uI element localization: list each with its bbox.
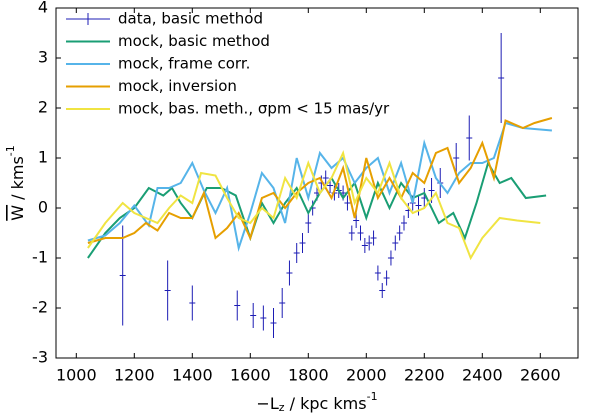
legend-label: mock, bas. meth., σpm < 15 mas/yr (118, 100, 390, 118)
legend-label: mock, inversion (118, 77, 237, 95)
series-line (87, 160, 547, 259)
x-tick-label: 1000 (56, 366, 97, 385)
x-tick-label: 2200 (404, 366, 445, 385)
legend-label: mock, frame corr. (118, 55, 250, 73)
series-line (87, 117, 553, 244)
y-label-part: W (8, 205, 27, 221)
y-tick-label: -3 (32, 348, 48, 367)
legend-label: mock, basic method (118, 32, 270, 50)
y-tick-label: -2 (32, 298, 48, 317)
x-tick-label: 1800 (288, 366, 329, 385)
legend: data, basic method mock, basic method mock… (66, 10, 390, 118)
x-axis-label: −Lz / kpc kms-1 (256, 390, 377, 414)
legend-label: data, basic method (118, 10, 263, 28)
y-axis-label: W / kms-1 (4, 145, 27, 221)
x-tick-label: 2600 (520, 366, 561, 385)
x-label-part: −L (256, 394, 278, 413)
y-label-part: / kms (8, 156, 27, 205)
x-label-sup: -1 (367, 390, 378, 403)
y-tick-label: 4 (38, 0, 48, 17)
x-tick-label: 1600 (230, 366, 271, 385)
x-label-part: / kpc kms (285, 394, 367, 413)
x-tick-label: 1400 (172, 366, 213, 385)
y-tick-label: 0 (38, 198, 48, 217)
y-tick-label: 3 (38, 48, 48, 67)
x-label-sub: z (279, 401, 285, 414)
series-line (87, 149, 541, 261)
y-tick-label: 2 (38, 98, 48, 117)
x-tick-label: 1200 (114, 366, 155, 385)
y-tick-label: -1 (32, 248, 48, 267)
x-tick-label: 2000 (346, 366, 387, 385)
x-tick-label: 2400 (462, 366, 503, 385)
plot-frame (55, 7, 579, 359)
y-label-sup: -1 (4, 145, 17, 156)
y-tick-label: 1 (38, 148, 48, 167)
